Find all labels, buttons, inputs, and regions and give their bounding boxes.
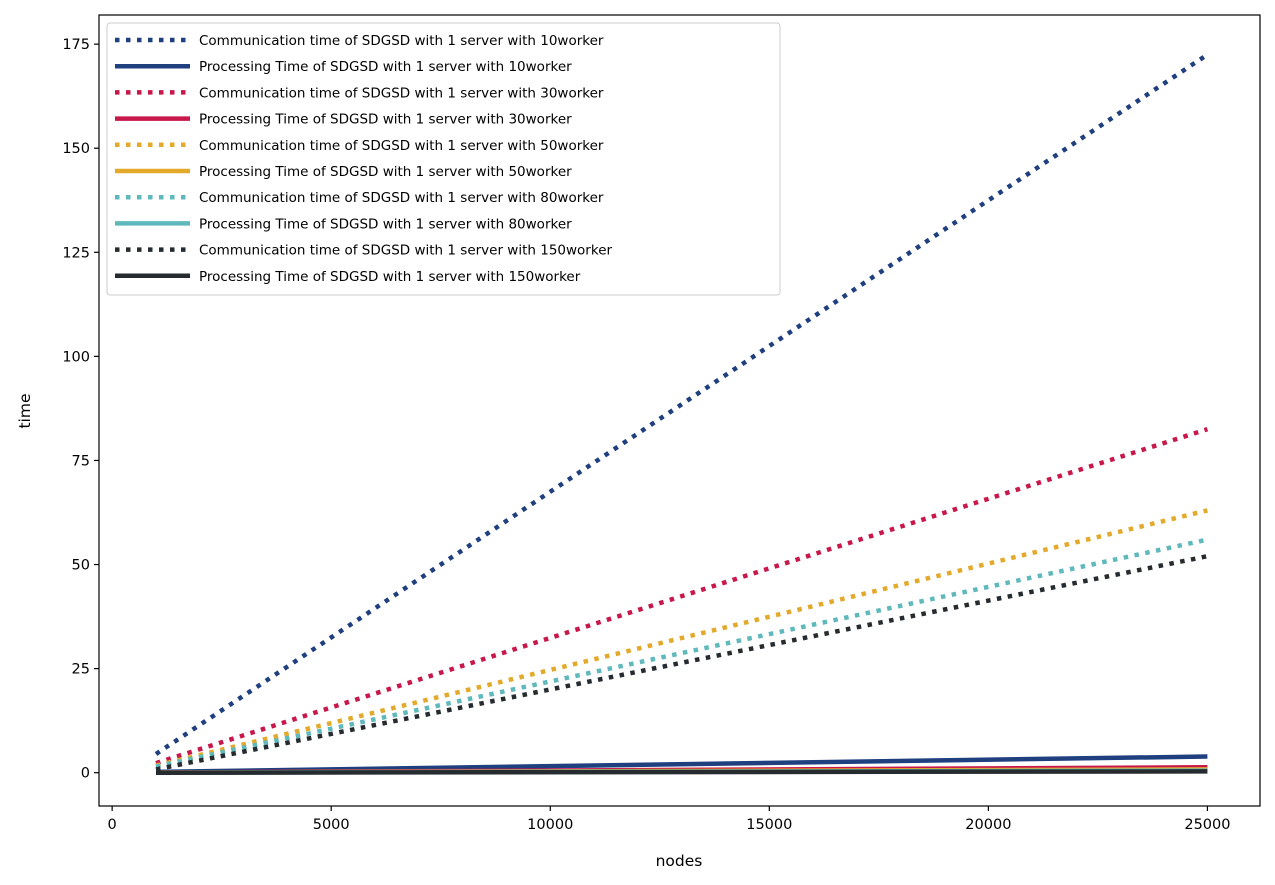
x-tick-label-3: 15000 [746,817,792,833]
x-tick-label-0: 0 [108,817,117,833]
legend-label-7: Processing Time of SDGSD with 1 server w… [199,216,572,232]
x-axis-ticks: 0 5000 10000 15000 20000 25000 [108,806,1230,833]
legend-label-2: Communication time of SDGSD with 1 serve… [199,85,604,101]
legend-box [106,22,781,296]
y-tick-label-4: 100 [62,349,90,365]
y-tick-label-2: 50 [72,558,90,574]
series-line-1 [155,754,1208,775]
legend-label-5: Processing Time of SDGSD with 1 server w… [199,164,572,180]
legend-label-3: Processing Time of SDGSD with 1 server w… [199,112,572,128]
legend-label-9: Processing Time of SDGSD with 1 server w… [199,269,581,285]
series-line-2 [155,427,1209,766]
series-line-9 [155,769,1208,775]
y-axis-ticks: 0 25 50 75 100 125 150 175 [62,37,99,782]
plot-frame [98,14,1261,807]
x-tick-label-2: 10000 [527,817,573,833]
legend-label-8: Communication time of SDGSD with 1 serve… [199,243,613,259]
legend-label-6: Communication time of SDGSD with 1 serve… [199,190,604,206]
y-tick-label-6: 150 [62,141,90,157]
y-tick-label-7: 175 [62,37,90,53]
legend-label-0: Communication time of SDGSD with 1 serve… [199,33,604,49]
x-tick-label-5: 25000 [1184,817,1230,833]
series-line-8 [155,553,1208,772]
y-tick-label-1: 25 [72,662,90,678]
y-tick-label-5: 125 [62,245,90,261]
y-tick-label-3: 75 [72,453,90,469]
legend-label-4: Communication time of SDGSD with 1 serve… [199,138,604,154]
series-line-0 [154,52,1209,756]
y-axis-label: time [16,393,34,428]
plot-lines [154,52,1209,775]
series-line-4 [155,508,1208,768]
legend: Communication time of SDGSD with 1 serve… [106,22,781,296]
y-tick-label-0: 0 [81,766,90,782]
x-axis-label: nodes [656,852,703,870]
x-tick-label-4: 20000 [965,817,1011,833]
legend-label-1: Processing Time of SDGSD with 1 server w… [199,59,572,75]
x-tick-label-1: 5000 [313,817,350,833]
series-line-6 [155,537,1208,769]
